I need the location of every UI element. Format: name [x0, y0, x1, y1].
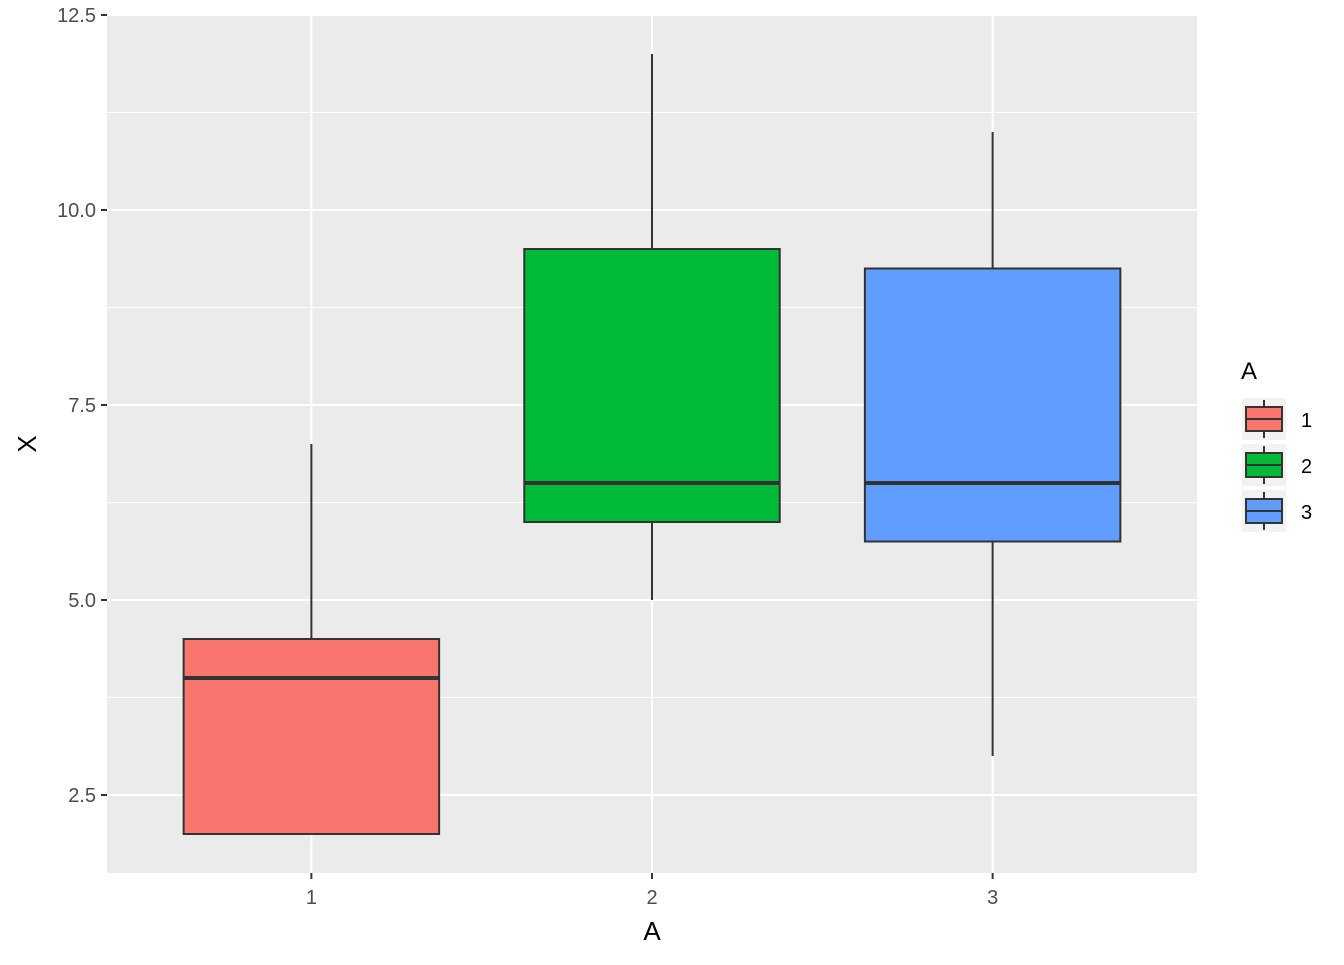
y-axis-title: X: [12, 435, 42, 452]
x-tick-label: 3: [987, 887, 998, 909]
box-3: [863, 132, 1122, 756]
y-tick-label: 10.0: [57, 200, 96, 222]
box-1: [182, 444, 441, 835]
y-tick-label: 2.5: [68, 785, 96, 807]
x-tick-label: 2: [646, 887, 657, 909]
legend-label: 1: [1301, 410, 1312, 432]
y-axis: 2.5 5.0 7.5 10.0 12.5: [57, 5, 107, 807]
x-tick-label: 1: [306, 887, 317, 909]
legend-label: 3: [1301, 502, 1312, 524]
box-2: [523, 54, 781, 600]
box-rect: [523, 248, 781, 523]
box-rect: [863, 267, 1122, 543]
x-axis-title: A: [643, 916, 661, 946]
legend-item-3: 3: [1242, 490, 1312, 532]
boxes: [182, 54, 1122, 835]
legend-item-1: 1: [1242, 398, 1312, 440]
legend-title: A: [1241, 358, 1257, 385]
legend-item-2: 2: [1242, 444, 1312, 486]
y-tick-label: 7.5: [68, 395, 96, 417]
legend: A 1 2 3: [1241, 358, 1312, 532]
x-axis: 1 2 3: [306, 873, 998, 909]
y-tick-label: 12.5: [57, 5, 96, 27]
legend-label: 2: [1301, 456, 1312, 478]
y-tick-label: 5.0: [68, 590, 96, 612]
box-rect: [182, 638, 441, 835]
